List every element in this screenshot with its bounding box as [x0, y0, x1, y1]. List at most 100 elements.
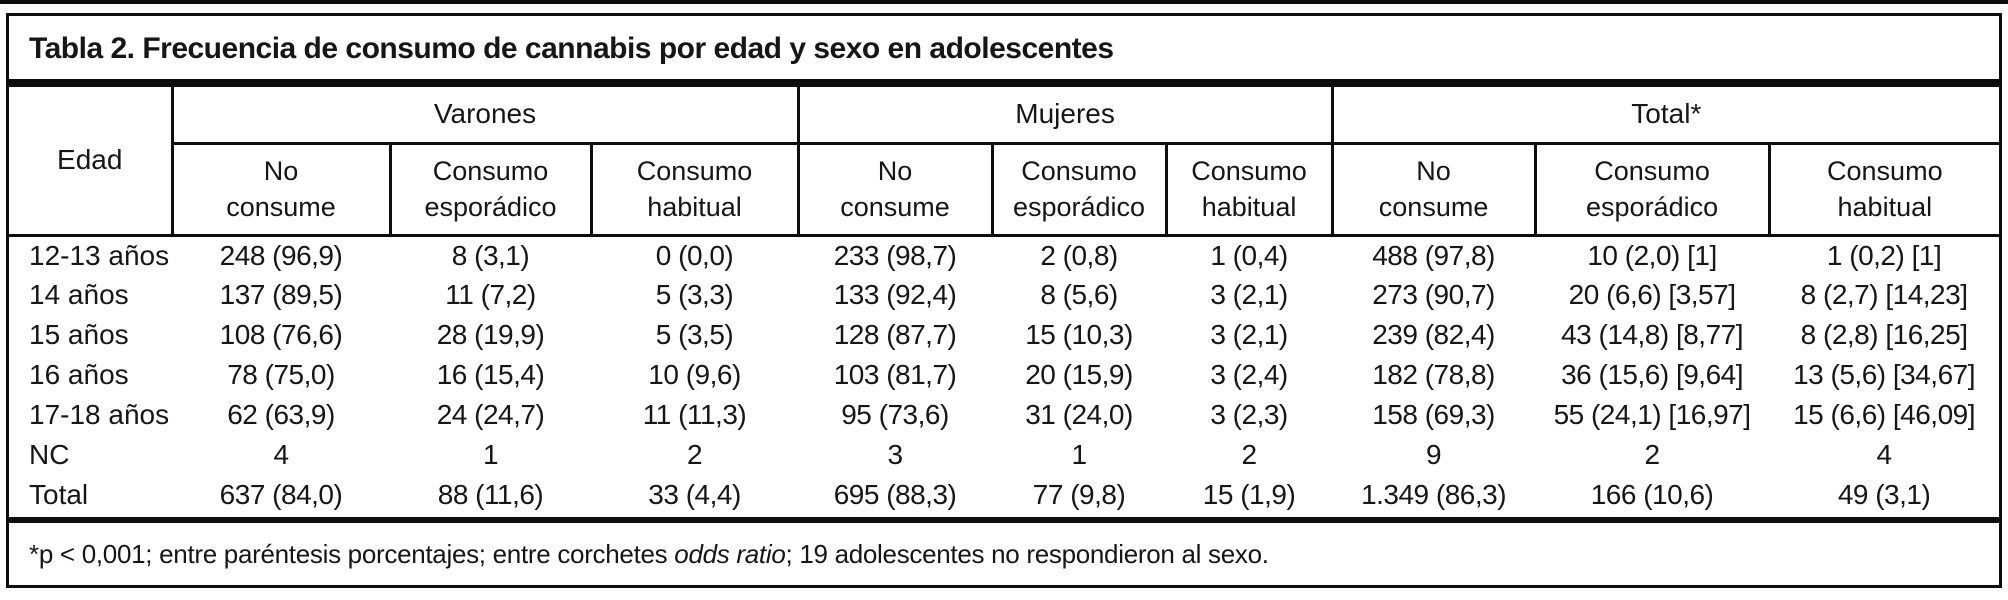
row-label: 15 años: [29, 319, 129, 350]
data-cell: 5 (3,5): [655, 319, 734, 350]
data-cell: 103 (81,7): [833, 359, 957, 390]
data-cell: 1 (0,4): [1210, 239, 1288, 271]
data-cell: 8 (2,8) [16,25]: [1800, 319, 1968, 350]
header-line: consume: [1378, 192, 1489, 222]
data-cell: 8 (5,6): [1040, 279, 1118, 310]
data-cell: 2: [1241, 439, 1258, 470]
data-cell: 55 (24,1) [16,97]: [1553, 399, 1751, 430]
data-cell: 13 (5,6) [34,67]: [1793, 359, 1976, 390]
header-line: consume: [840, 192, 950, 222]
data-cell: 49 (3,1): [1837, 479, 1931, 510]
header-line: esporádico: [1012, 192, 1146, 222]
data-cell: 24 (24,7): [436, 399, 545, 430]
data-cell: 128 (87,7): [833, 319, 957, 350]
column-header-edad: Edad: [9, 87, 174, 237]
data-cell: 77 (9,8): [1032, 479, 1126, 510]
data-cell: 137 (89,5): [219, 279, 343, 310]
data-cell: 11 (7,2): [445, 279, 536, 310]
data-cell: 273 (90,7): [1372, 279, 1495, 310]
data-cell: 95 (73,6): [841, 399, 949, 430]
data-cell: 9: [1426, 439, 1442, 470]
data-cell: 5 (3,3): [655, 279, 734, 310]
data-cell: 108 (76,6): [219, 319, 343, 350]
header-line: Consumo: [1191, 155, 1307, 186]
row-label: Total: [29, 479, 89, 510]
data-cell: 2: [1644, 439, 1661, 470]
data-cell: 1.349 (86,3): [1361, 479, 1507, 510]
table-title: Tabla 2. Frecuencia de consumo de cannab…: [29, 32, 1114, 65]
data-cell: 8 (3,1): [451, 239, 530, 271]
data-cell: 62 (63,9): [227, 399, 335, 430]
row-label: 16 años: [29, 359, 129, 390]
data-cell: 3 (2,1): [1210, 279, 1288, 310]
data-cell: 10 (2,0) [1]: [1587, 239, 1717, 271]
data-cell: 133 (92,4): [833, 279, 957, 310]
table-row: NC 4 1 2 3 1 2 9 2 4: [9, 435, 1999, 475]
data-cell: 11 (11,3): [642, 399, 747, 430]
table-row: 16 años 78 (75,0) 16 (15,4) 10 (9,6) 103 (81…: [9, 355, 1999, 395]
data-cell: 158 (69,3): [1372, 399, 1495, 430]
header-line: consume: [226, 192, 336, 222]
header-line: No: [1416, 155, 1451, 186]
data-cell: 10 (9,6): [648, 359, 741, 390]
header-line: esporádico: [1586, 192, 1719, 222]
sub-header-row: No consume Consumo esporádico Consumo ha…: [9, 143, 2000, 237]
data-cell: 1: [482, 439, 499, 470]
data-cell: 488 (97,8): [1372, 239, 1495, 271]
footnote-text: ; 19 adolescentes no respondieron al sex…: [785, 539, 1269, 569]
column-header-varones-consumo-esporadico: Consumo esporádico: [390, 143, 593, 237]
data-cell: 31 (24,0): [1025, 399, 1133, 430]
data-cell: 15 (1,9): [1202, 479, 1296, 510]
data-cell: 88 (11,6): [437, 479, 544, 510]
column-header-mujeres-consumo-habitual: Consumo habitual: [1166, 143, 1334, 237]
data-cell: 4: [273, 439, 289, 470]
data-cell: 233 (98,7): [833, 239, 957, 271]
data-cell: 3: [887, 439, 903, 470]
table-frame: Tabla 2. Frecuencia de consumo de cannab…: [6, 13, 2002, 588]
data-cell: 16 (15,4): [436, 359, 545, 390]
data-cell: 2: [686, 439, 703, 470]
data-cell: 15 (10,3): [1025, 319, 1133, 350]
data-cell: 36 (15,6) [9,64]: [1561, 359, 1744, 390]
data-cell: 239 (82,4): [1372, 319, 1495, 350]
data-cell: 248 (96,9): [219, 239, 343, 271]
group-header-total: Total*: [1332, 87, 2000, 145]
header-line: No: [263, 155, 299, 186]
header-line: Consumo: [1827, 155, 1943, 186]
data-cell: 637 (84,0): [219, 479, 343, 510]
table-row: 14 años 137 (89,5) 11 (7,2) 5 (3,3) 133 (92,…: [9, 275, 1999, 315]
column-header-mujeres-consumo-esporadico: Consumo esporádico: [992, 143, 1168, 237]
group-header-mujeres: Mujeres: [798, 87, 1334, 145]
header-line: habitual: [647, 192, 742, 222]
column-header-varones-no-consume: No consume: [172, 143, 392, 237]
table-row: 17-18 años 62 (63,9) 24 (24,7) 11 (11,3) 95 …: [9, 395, 1999, 435]
data-cell: 3 (2,1): [1210, 319, 1288, 350]
data-cell: 20 (15,9): [1025, 359, 1133, 390]
data-cell: 20 (6,6) [3,57]: [1568, 279, 1736, 310]
data-cell: 0 (0,0): [655, 239, 734, 271]
column-header-mujeres-no-consume: No consume: [798, 143, 994, 237]
table-footnote: *p < 0,001; entre paréntesis porcentajes…: [9, 523, 1999, 570]
footnote-text: *p < 0,001; entre paréntesis porcentajes…: [29, 539, 675, 569]
column-header-total-no-consume: No consume: [1332, 143, 1537, 237]
footer-divider-rule: [9, 517, 1999, 523]
column-header-total-consumo-habitual: Consumo habitual: [1769, 143, 2000, 237]
data-cell: 4: [1876, 439, 1893, 470]
data-cell: 8 (2,7) [14,23]: [1800, 279, 1968, 310]
row-label: 14 años: [29, 279, 129, 310]
data-cell: 3 (2,4): [1210, 359, 1288, 390]
column-header-total-consumo-esporadico: Consumo esporádico: [1535, 143, 1771, 237]
data-cell: 15 (6,6) [46,09]: [1793, 399, 1976, 430]
header-line: habitual: [1201, 192, 1297, 222]
data-cell: 78 (75,0): [227, 359, 335, 390]
data-cell: 182 (78,8): [1372, 359, 1495, 390]
data-cell: 695 (88,3): [833, 479, 957, 510]
group-header-row: Edad Varones Mujeres Total*: [9, 87, 2000, 237]
data-cell: 3 (2,3): [1210, 399, 1288, 430]
footnote-italic-text: odds ratio: [674, 539, 786, 569]
data-cell: 28 (19,9): [436, 319, 545, 350]
group-header-varones: Varones: [172, 87, 800, 145]
table-row: Total 637 (84,0) 88 (11,6) 33 (4,4) 695 (88,…: [9, 475, 1999, 515]
header-line: Consumo: [636, 155, 753, 186]
column-header-varones-consumo-habitual: Consumo habitual: [591, 143, 800, 237]
